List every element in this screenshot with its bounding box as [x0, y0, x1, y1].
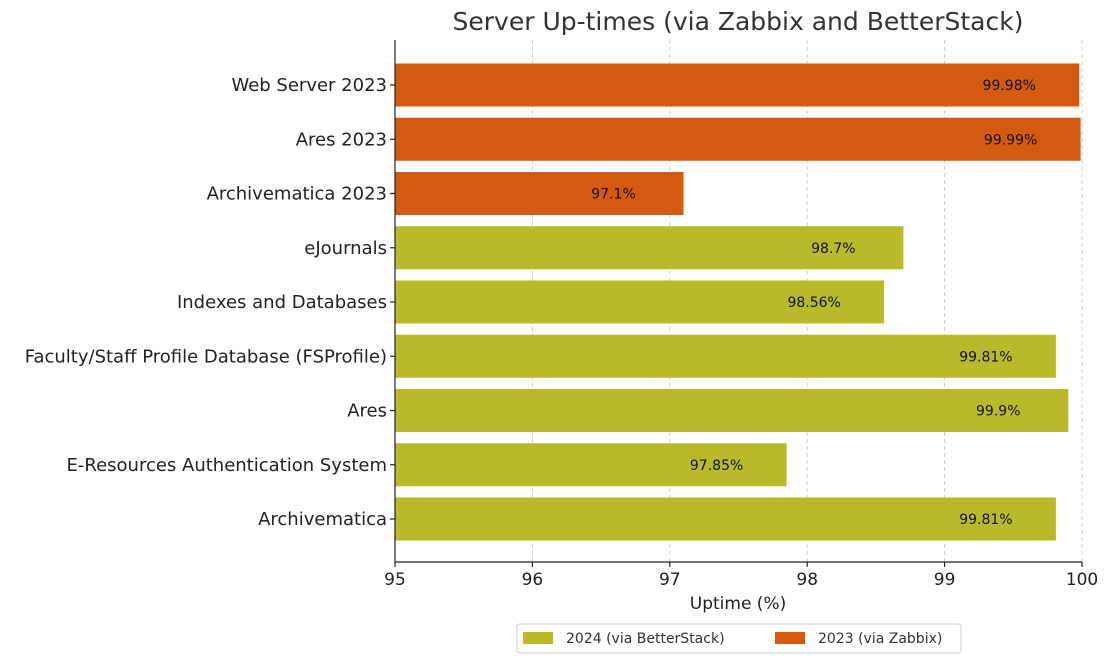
x-tick-label: 95: [384, 570, 406, 590]
category-label: Indexes and Databases: [177, 292, 387, 313]
x-tick-label: 100: [1066, 570, 1098, 590]
category-label: Archivematica 2023: [207, 184, 387, 205]
bar-value-label: 97.1%: [591, 187, 635, 203]
category-label: Web Server 2023: [231, 75, 387, 96]
legend: 2024 (via BetterStack) 2023 (via Zabbix): [516, 623, 962, 654]
category-label: E-Resources Authentication System: [67, 455, 388, 476]
bars: 99.98% 99.99% 97.1% 98.7% 98.56% 99.81% 99.9% 9…: [395, 63, 1081, 541]
category-label: Archivematica: [258, 509, 387, 530]
legend-swatch: [775, 632, 805, 644]
x-axis-title: Uptime (%): [690, 594, 786, 614]
bar: [395, 497, 1056, 541]
bar: [395, 63, 1080, 107]
bar: [395, 172, 684, 215]
chart-title: Server Up-times (via Zabbix and BetterSt…: [453, 7, 1024, 36]
bar: [395, 226, 904, 270]
bar: [395, 389, 1069, 432]
bar: [395, 280, 885, 324]
bar-value-label: 99.81%: [959, 349, 1012, 365]
category-label: Faculty/Staff Profile Database (FSProfil…: [25, 346, 387, 367]
legend-label: 2023 (via Zabbix): [818, 631, 942, 647]
bar-value-label: 99.9%: [976, 404, 1020, 420]
bar: [395, 334, 1056, 378]
legend-box: [516, 623, 962, 654]
category-label: eJournals: [304, 238, 387, 259]
axes: 95 96 97 98 99 100: [384, 40, 1098, 590]
legend-label: 2024 (via BetterStack): [566, 631, 725, 647]
bar-value-label: 98.7%: [811, 241, 855, 257]
bar-value-label: 99.98%: [983, 78, 1036, 94]
legend-swatch: [523, 632, 553, 644]
bar-value-label: 97.85%: [690, 458, 743, 474]
x-tick-label: 98: [796, 570, 818, 590]
x-tick-label: 97: [659, 570, 681, 590]
bar: [395, 443, 787, 487]
x-tick-label: 99: [934, 570, 956, 590]
category-labels: Web Server 2023 Ares 2023 Archivematica 20…: [25, 75, 387, 530]
category-label: Ares 2023: [296, 129, 387, 150]
bar: [395, 117, 1081, 161]
x-tick-label: 96: [522, 570, 544, 590]
bar-value-label: 99.99%: [984, 132, 1037, 148]
bar-value-label: 98.56%: [787, 295, 840, 311]
category-label: Ares: [347, 401, 387, 422]
bar-value-label: 99.81%: [959, 512, 1012, 528]
